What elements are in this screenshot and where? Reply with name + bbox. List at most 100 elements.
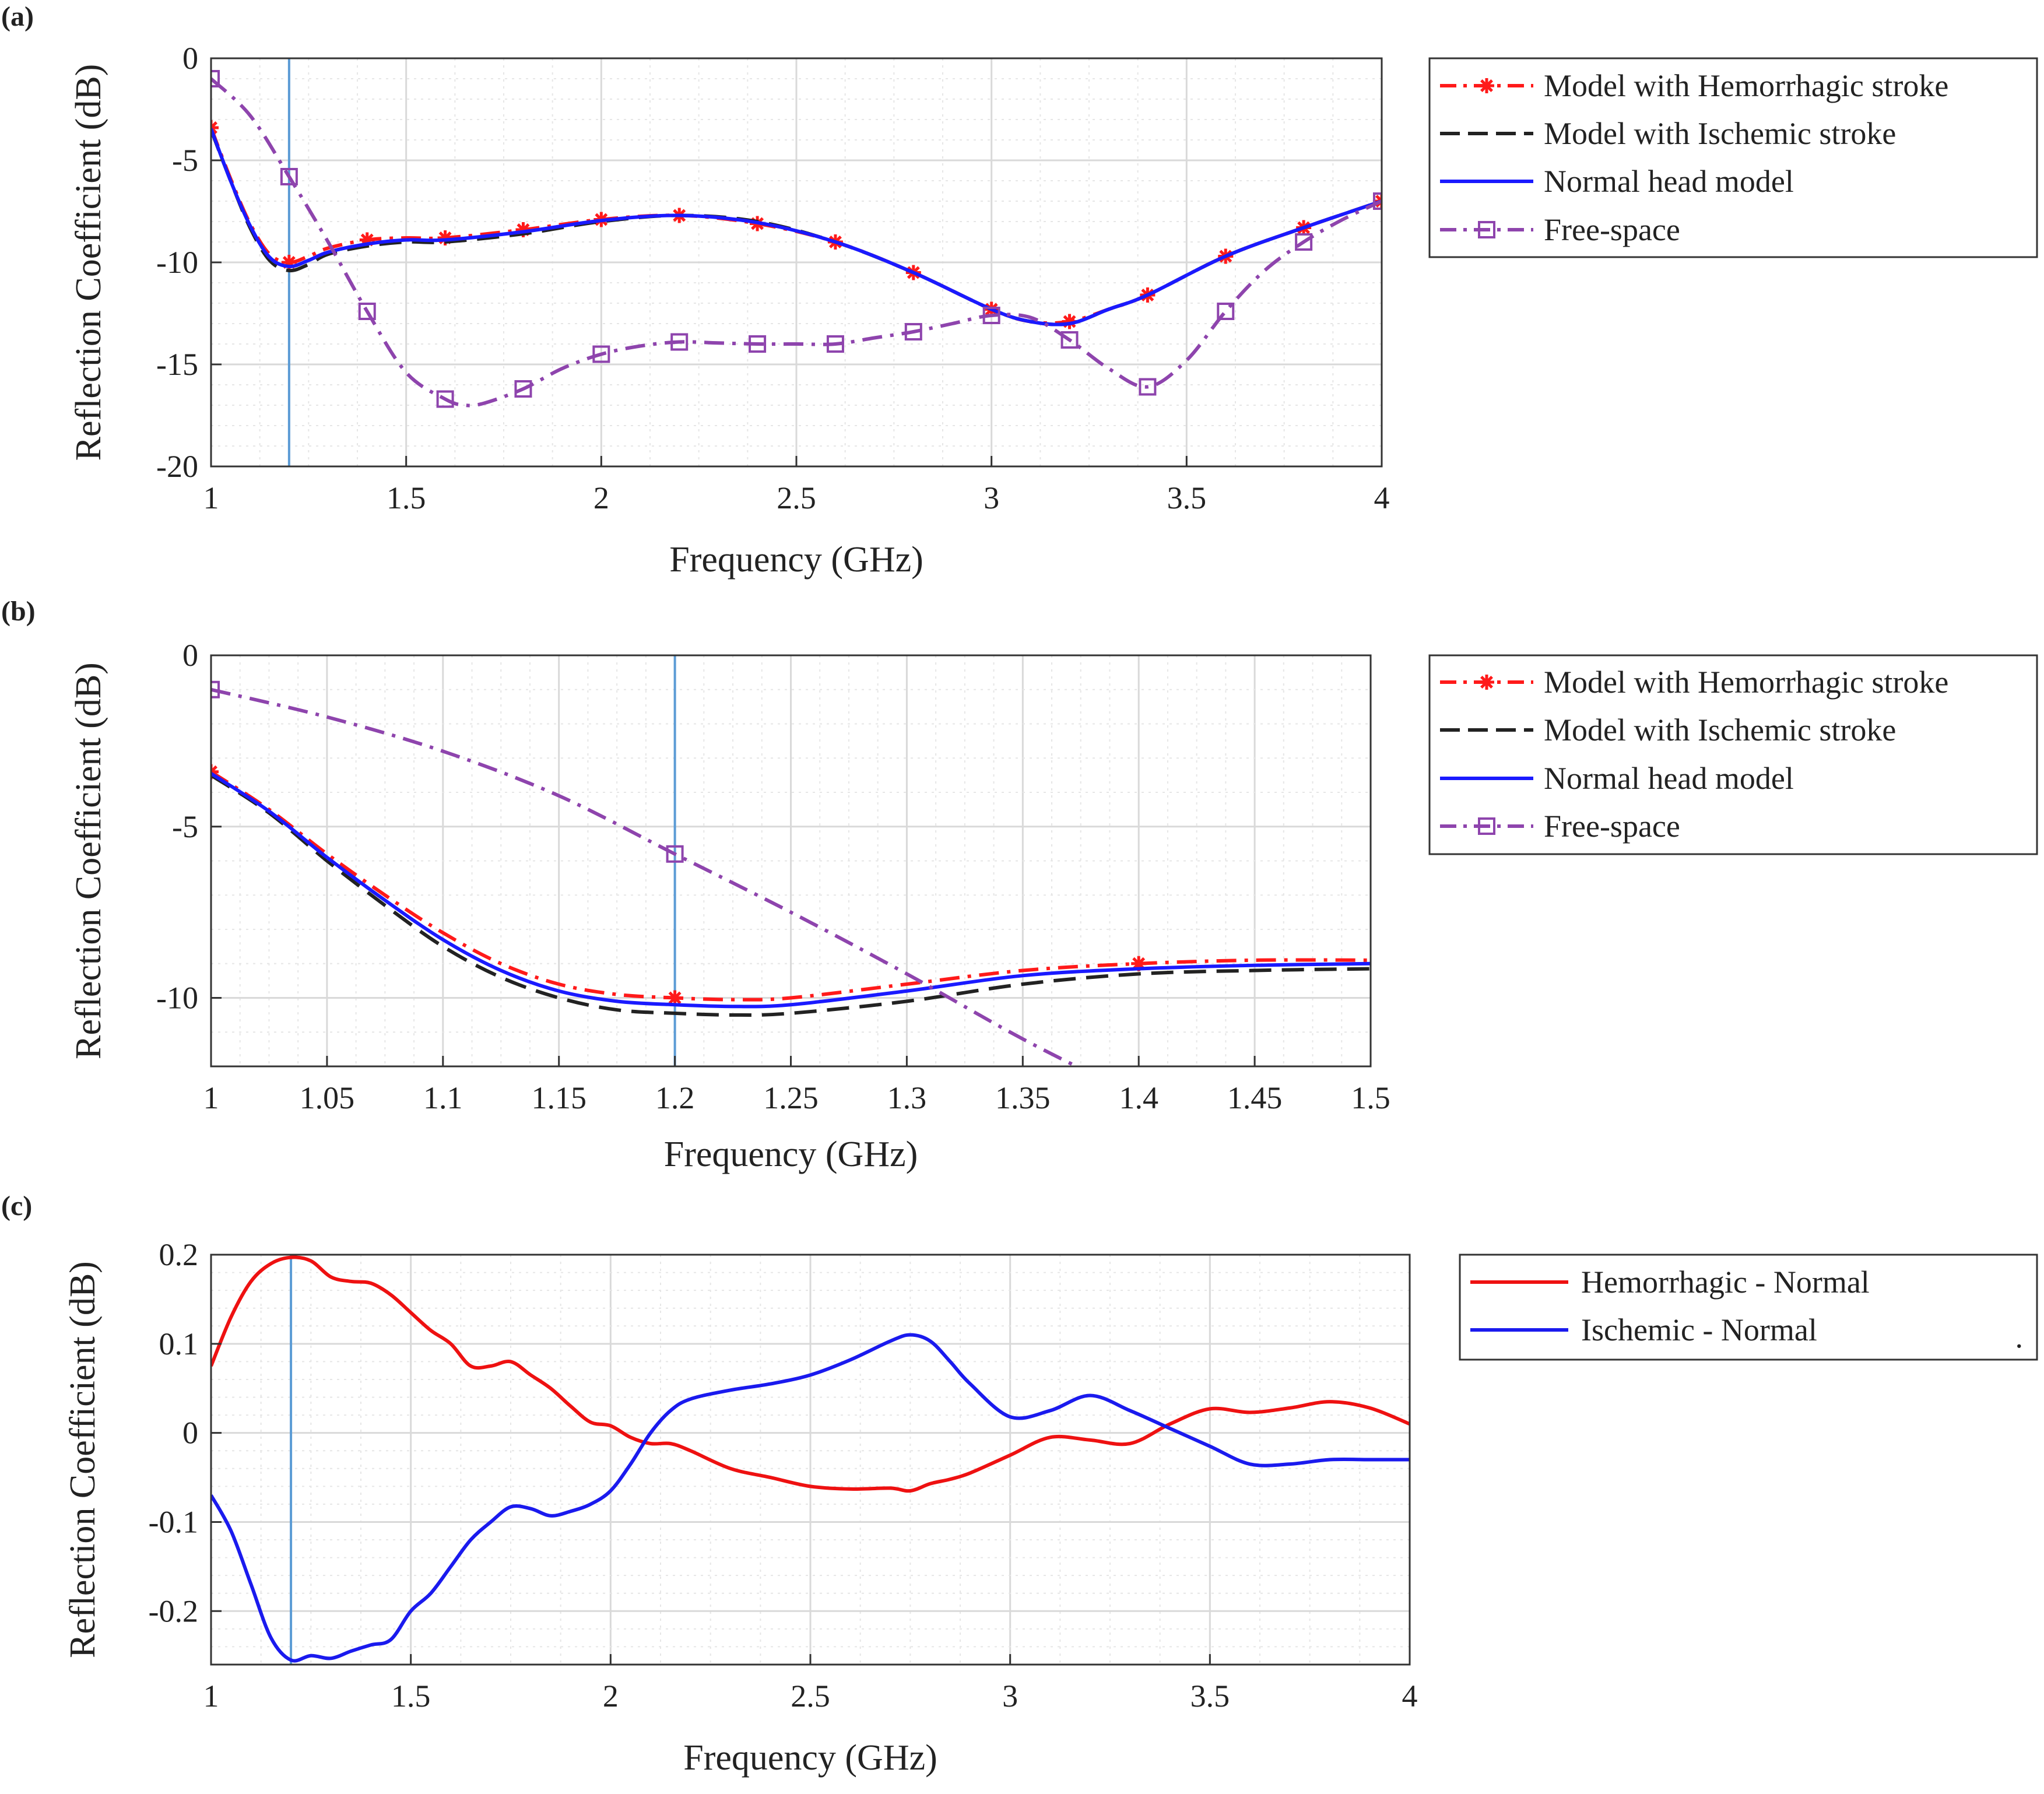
y-tick-label: 0.1 (159, 1326, 199, 1361)
x-tick-label: 1.35 (995, 1080, 1051, 1115)
chart-b: 1 1.05 1.1 1.15 1.2 1.25 1.3 1.35 1.4 1.45 1.5 -10 -… (69, 638, 2038, 1174)
series-free-space (211, 680, 1081, 1066)
x-tick-label: 1 (203, 480, 219, 515)
data-marker (1479, 675, 1494, 690)
x-tick-label: 1.5 (391, 1679, 431, 1714)
series-normal-head-model (211, 772, 1371, 1009)
data-marker (1479, 78, 1494, 93)
x-axis-label: Frequency (GHz) (664, 1135, 918, 1174)
data-marker (1478, 817, 1495, 835)
y-tick-label: -0.1 (149, 1504, 198, 1539)
series-line (211, 1333, 1410, 1663)
data-marker (514, 380, 532, 398)
x-tick-label: 1.5 (1351, 1080, 1390, 1115)
y-tick-label: -15 (156, 347, 198, 382)
x-tick-label: 1 (203, 1679, 219, 1714)
legend: Model with Hemorrhagic stroke Model with … (1428, 57, 2038, 258)
data-marker (749, 335, 767, 353)
y-tick-label: 0 (182, 638, 198, 673)
x-tick-label: 1.3 (887, 1080, 927, 1115)
series-line (211, 687, 1081, 1066)
x-tick-label: 1.4 (1119, 1080, 1158, 1115)
legend-entry: Free-space (1544, 809, 1680, 844)
x-tick-label: 1.15 (531, 1080, 586, 1115)
y-axis-label: Reflection Coefficient (dB) (69, 64, 108, 461)
data-marker (1217, 303, 1235, 320)
legend-entry: Model with Ischemic stroke (1544, 116, 1896, 151)
series-line (211, 128, 1382, 326)
y-tick-label: -5 (172, 809, 198, 844)
x-tick-label: 1.1 (423, 1080, 463, 1115)
data-marker (211, 70, 220, 87)
x-tick-label: 2.5 (777, 480, 816, 515)
y-tick-label: 0 (182, 1416, 198, 1451)
data-marker (1478, 221, 1495, 238)
x-tick-label: 2 (593, 480, 609, 515)
panel-label-a: (a) (1, 1, 34, 32)
legend-entry: Model with Hemorrhagic stroke (1544, 665, 1948, 700)
data-marker (211, 680, 220, 698)
legend-box (1428, 654, 2038, 855)
series-line (211, 1255, 1410, 1493)
legend-entry: Model with Hemorrhagic stroke (1544, 68, 1948, 103)
x-axis-label: Frequency (GHz) (669, 540, 923, 580)
y-tick-label: 0.2 (159, 1237, 199, 1272)
x-tick-label: 1.25 (763, 1080, 819, 1115)
y-tick-label: -0.2 (149, 1593, 198, 1628)
x-tick-label: 1.05 (300, 1080, 355, 1115)
data-marker (666, 845, 684, 863)
series-free-space (211, 70, 1382, 408)
legend-box (1459, 1254, 2038, 1361)
x-tick-label: 2 (603, 1679, 619, 1714)
data-marker (1139, 378, 1157, 396)
legend: Model with Hemorrhagic stroke Model with … (1428, 654, 2038, 855)
series-model-with-ischemic-stroke (211, 774, 1371, 1017)
y-tick-label: 0 (182, 41, 198, 76)
legend-entry: Model with Ischemic stroke (1544, 712, 1896, 747)
data-marker (280, 168, 298, 185)
data-marker (211, 120, 219, 135)
data-marker (1060, 331, 1079, 349)
data-marker (1295, 233, 1313, 251)
series-line (211, 774, 1371, 1017)
chart-c: 1 1.5 2 2.5 3 3.5 4 -0.2 -0.1 0 0.1 0.2 Frequency (G… (63, 1237, 2038, 1778)
y-tick-label: -10 (156, 981, 198, 1016)
panel-label-b: (b) (1, 596, 36, 627)
x-tick-label: 3.5 (1167, 480, 1207, 515)
legend-note: . (2015, 1319, 2024, 1354)
x-tick-label: 3 (1002, 1679, 1018, 1714)
data-marker (904, 323, 922, 340)
legend-entry: Normal head model (1544, 761, 1794, 796)
x-tick-label: 1.5 (387, 480, 426, 515)
y-tick-label: -10 (156, 245, 198, 280)
x-tick-label: 4 (1402, 1679, 1418, 1714)
data-marker (670, 333, 689, 351)
data-marker (436, 390, 454, 408)
y-tick-label: -20 (156, 449, 198, 484)
legend-box (1428, 57, 2038, 258)
y-axis-label: Reflection Coefficient (dB) (69, 662, 108, 1059)
legend-entry: Hemorrhagic - Normal (1581, 1265, 1870, 1300)
x-tick-label: 1 (203, 1080, 219, 1115)
series-normal-head-model (211, 128, 1382, 326)
series-hemorrhagic-normal (211, 1255, 1410, 1493)
data-marker (592, 345, 610, 363)
panel-label-c: (c) (1, 1191, 32, 1221)
legend-entry: Free-space (1544, 212, 1680, 247)
x-tick-label: 3 (984, 480, 999, 515)
x-axis-label: Frequency (GHz) (683, 1738, 937, 1778)
data-marker (826, 335, 844, 353)
legend: Hemorrhagic - Normal Ischemic - Normal. (1459, 1254, 2038, 1361)
series-ischemic-normal (211, 1333, 1410, 1663)
legend-entry: Normal head model (1544, 164, 1794, 199)
x-tick-label: 1.2 (655, 1080, 695, 1115)
data-marker (667, 990, 683, 1006)
series-line (211, 772, 1371, 1009)
data-marker (1373, 192, 1382, 210)
legend-entry: Ischemic - Normal (1581, 1312, 1817, 1347)
x-tick-label: 2.5 (791, 1679, 830, 1714)
chart-a: 1 1.5 2 2.5 3 3.5 4 -20 -15 -10 -5 0 Frequency (GHz)… (69, 41, 2038, 580)
x-tick-label: 4 (1374, 480, 1390, 515)
data-marker (358, 303, 376, 320)
